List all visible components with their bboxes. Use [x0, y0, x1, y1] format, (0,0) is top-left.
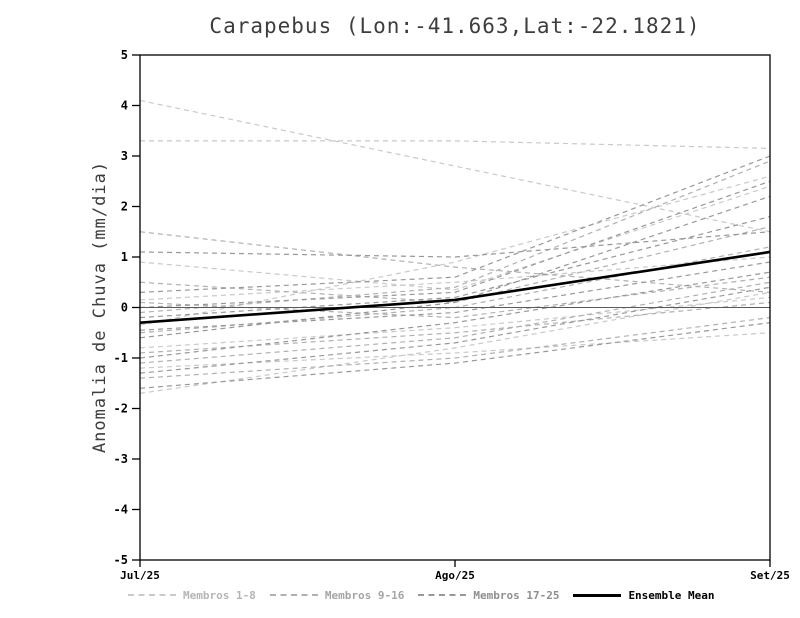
ensemble-member-line — [139, 160, 771, 314]
ensemble-member-line — [139, 216, 771, 319]
x-tick-label: Ago/25 — [435, 569, 475, 582]
y-tick-label: 0 — [121, 301, 128, 315]
y-tick-label: -3 — [114, 452, 128, 466]
legend-label: Membros 9-16 — [324, 588, 405, 602]
dashed-line-sample-icon — [418, 594, 467, 596]
y-tick-label: -5 — [114, 553, 128, 567]
ensemble-member-line — [139, 231, 771, 258]
ensemble-member-line — [139, 256, 771, 301]
ensemble-member-line — [139, 301, 771, 354]
legend-item-membros-9-16: Membros 9-16 — [269, 588, 405, 602]
y-tick-label: 4 — [121, 99, 128, 113]
y-tick-label: 2 — [121, 200, 128, 214]
ensemble-member-line — [139, 180, 771, 309]
legend-item-ensemble-mean: Ensemble Mean — [573, 588, 715, 602]
legend-item-membros-17-25: Membros 17-25 — [418, 589, 559, 602]
ensemble-member-line — [139, 155, 771, 293]
x-tick-label: Set/25 — [750, 569, 790, 582]
y-tick-label: 5 — [121, 48, 128, 62]
y-tick-label: -1 — [114, 351, 128, 365]
y-tick-label: 3 — [121, 149, 128, 163]
solid-line-sample-icon — [573, 593, 622, 597]
y-tick-label: 1 — [121, 250, 128, 264]
ensemble-member-line — [139, 271, 771, 359]
legend-label: Membros 17-25 — [473, 588, 560, 602]
x-tick-label: Jul/25 — [120, 569, 160, 582]
ensemble-member-line — [139, 291, 771, 394]
ensemble-member-line — [139, 195, 771, 339]
ensemble-member-line — [139, 261, 771, 331]
ensemble-member-line — [139, 332, 771, 369]
ensemble-mean-line — [139, 250, 771, 324]
legend-item-membros-1-8: Membros 1-8 — [128, 589, 256, 602]
y-tick-label: -2 — [114, 402, 128, 416]
ensemble-member-line — [139, 281, 771, 364]
ensemble-member-line — [139, 185, 771, 291]
dashed-line-sample-icon — [269, 594, 318, 596]
ensemble-member-line — [140, 140, 771, 150]
ensemble-member-line — [139, 276, 771, 319]
ensemble-member-line — [139, 317, 771, 379]
dashed-line-sample-icon — [128, 594, 176, 596]
y-tick-label: -4 — [114, 503, 128, 517]
ensemble-member-line — [139, 99, 771, 233]
legend-label: Ensemble Mean — [628, 588, 715, 602]
chart-legend: Membros 1-8 Membros 9-16 Membros 17-25 E… — [128, 584, 778, 606]
ensemble-member-line — [139, 231, 771, 293]
legend-label: Membros 1-8 — [183, 588, 256, 602]
chart-title: Carapebus (Lon:-41.663,Lat:-22.1821) — [209, 14, 701, 38]
ensemble-member-line — [139, 322, 771, 389]
ensemble-member-line — [139, 286, 771, 374]
